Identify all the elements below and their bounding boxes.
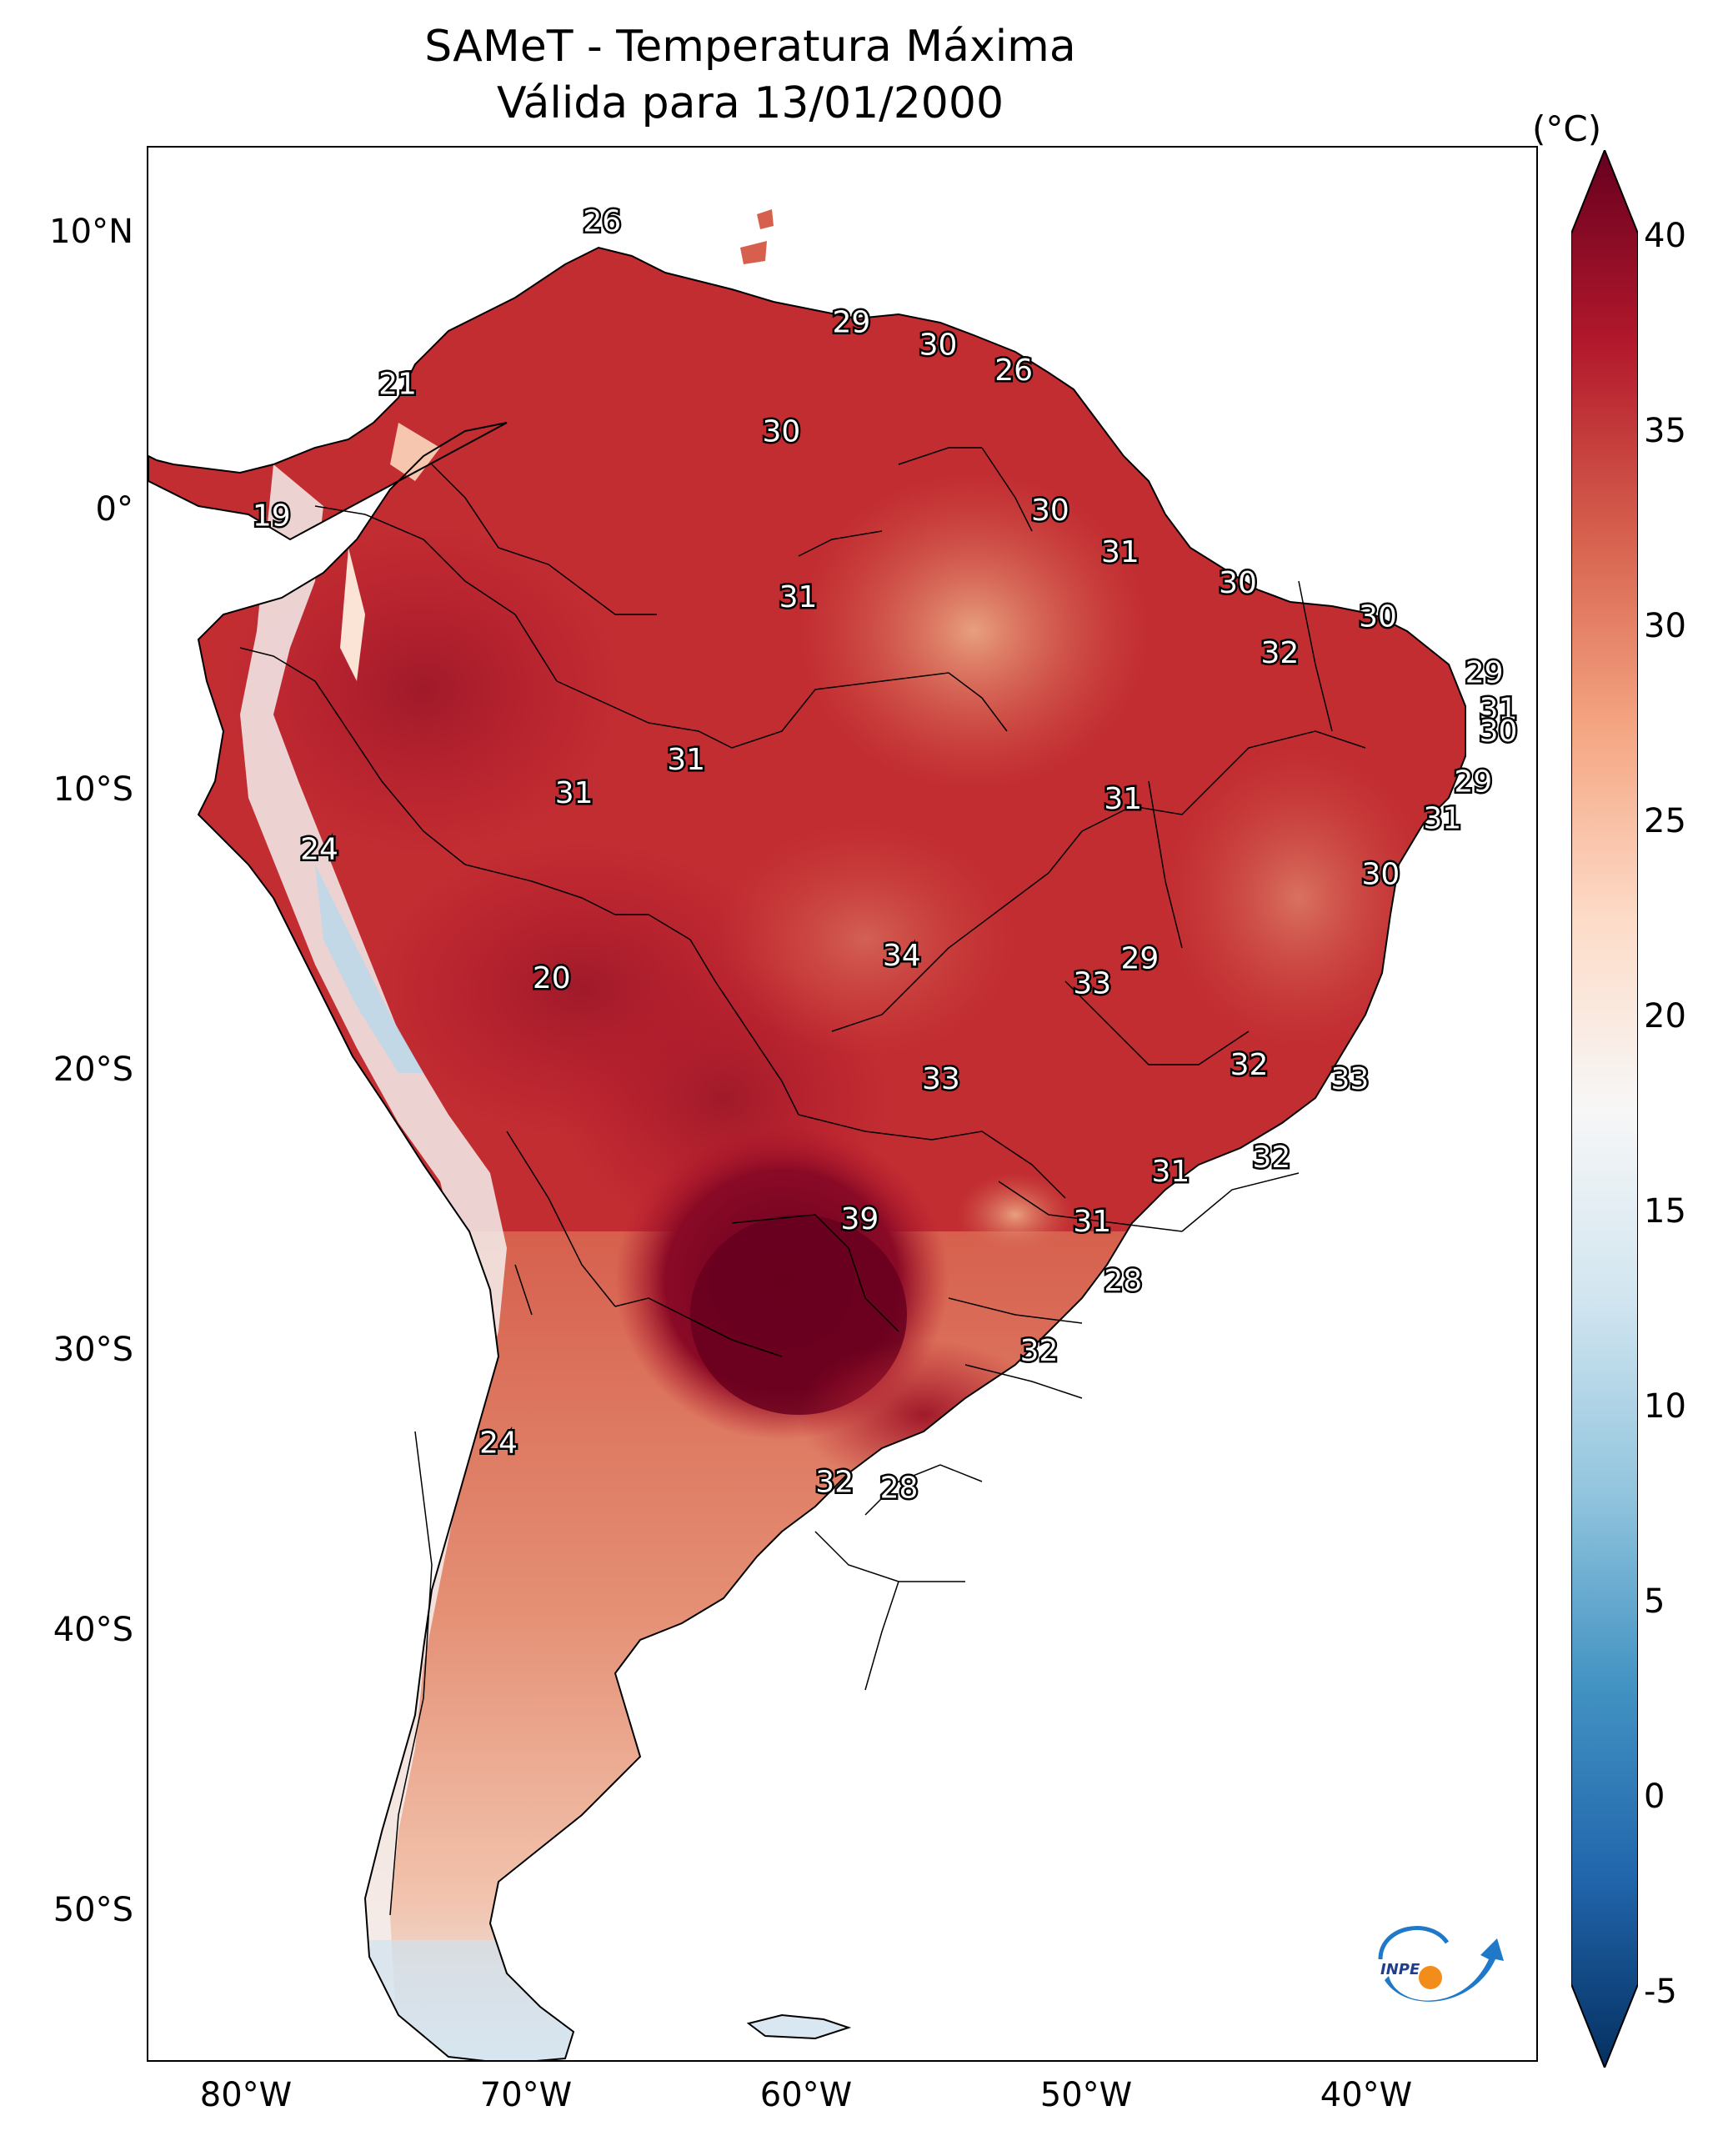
contour-label: 30 [1361, 858, 1400, 892]
country-borders [239, 447, 1366, 1916]
contour-label: 32 [1020, 1334, 1059, 1368]
trinidad-island [740, 241, 767, 264]
contour-label: 31 [1073, 1205, 1111, 1239]
contour-label: 30 [762, 415, 800, 449]
contour-label: 31 [1101, 535, 1139, 569]
map-title: SAMeT - Temperatura Máxima [424, 22, 1076, 72]
lat-tick-50s: 50°S [53, 1891, 133, 1929]
colorbar-unit: (°C) [1532, 108, 1602, 149]
contour-label: 30 [1359, 600, 1397, 634]
contour-label: 21 [378, 368, 417, 402]
contour-label: 30 [1219, 566, 1257, 600]
contour-label: 32 [815, 1466, 854, 1500]
contour-label: 39 [840, 1202, 879, 1236]
contour-label: 29 [1454, 765, 1492, 800]
contour-label: 30 [1480, 714, 1518, 749]
lat-tick-40s: 40°S [53, 1611, 133, 1649]
contour-label: 31 [1104, 782, 1142, 816]
contour-label: 26 [994, 353, 1033, 388]
contour-label: 28 [1104, 1264, 1142, 1298]
contour-label: 31 [1480, 692, 1518, 726]
lat-tick-20s: 20°S [53, 1050, 133, 1089]
contour-label: 28 [880, 1471, 919, 1505]
contour-label: 29 [832, 306, 870, 340]
contour-label: 31 [667, 743, 705, 777]
contour-label: 31 [1423, 801, 1461, 835]
caribbean-island [757, 209, 774, 229]
contour-label: 33 [922, 1062, 960, 1096]
svg-text:INPE: INPE [1380, 1961, 1420, 1978]
contour-label: 24 [300, 832, 338, 866]
contour-label: 34 [883, 939, 921, 973]
contour-label: 31 [555, 776, 594, 810]
colorbar-tick-15: 15 [1644, 1192, 1686, 1231]
colorbar-tick-5: 5 [1644, 1582, 1665, 1621]
colorbar-tick-minus5: -5 [1644, 1973, 1677, 2011]
lon-tick-40w: 40°W [1320, 2076, 1413, 2114]
colorbar [1571, 150, 1638, 2068]
contour-label: 31 [779, 580, 818, 614]
colorbar-tick-20: 20 [1644, 997, 1686, 1035]
contour-label: 24 [479, 1426, 518, 1461]
contour-label: 32 [1260, 636, 1299, 670]
falklands-island [746, 2013, 852, 2040]
contour-label: 33 [1073, 967, 1111, 1001]
contour-label: 32 [1252, 1141, 1290, 1175]
map-panel: 26 29 30 26 21 30 19 30 31 30 31 30 32 29 31 30 31 29 31 31… [147, 146, 1538, 2062]
colorbar-tick-10: 10 [1644, 1387, 1686, 1426]
lat-tick-0: 0° [95, 490, 133, 529]
map-subtitle: Válida para 13/01/2000 [496, 78, 1004, 128]
contour-label: 32 [1230, 1048, 1269, 1082]
lat-tick-10s: 10°S [53, 770, 133, 809]
lon-tick-60w: 60°W [759, 2076, 853, 2114]
contour-label: 29 [1120, 941, 1159, 975]
lon-tick-70w: 70°W [479, 2076, 573, 2114]
colorbar-tick-25: 25 [1644, 802, 1686, 840]
colorbar-tick-40: 40 [1644, 217, 1686, 255]
contour-label: 19 [253, 499, 291, 534]
colorbar-tick-35: 35 [1644, 412, 1686, 450]
inpe-logo: INPE [1378, 1926, 1504, 2002]
lat-tick-30s: 30°S [53, 1331, 133, 1369]
contour-label: 33 [1330, 1062, 1369, 1096]
contour-label: 30 [919, 328, 958, 363]
lon-tick-50w: 50°W [1039, 2076, 1133, 2114]
contour-label: 26 [583, 205, 621, 239]
colorbar-tick-30: 30 [1644, 607, 1686, 645]
contour-label: 29 [1465, 656, 1504, 690]
lon-tick-80w: 80°W [199, 2076, 293, 2114]
contour-label: 30 [1031, 494, 1069, 528]
contour-label: 31 [1151, 1155, 1190, 1189]
contour-label: 20 [533, 961, 571, 995]
lat-tick-10n: 10°N [49, 213, 133, 251]
colorbar-tick-0: 0 [1644, 1777, 1665, 1816]
